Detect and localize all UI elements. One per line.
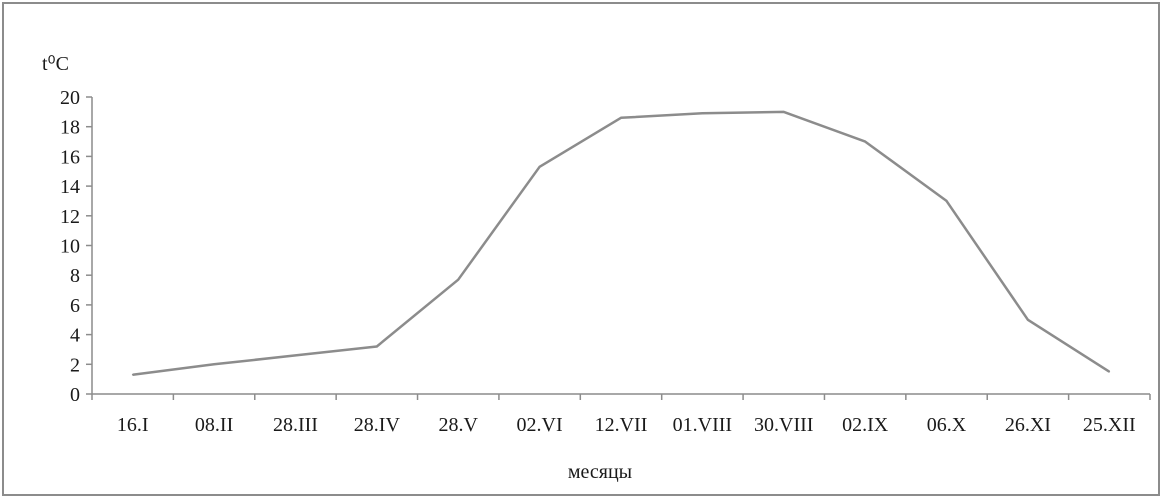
y-tick-label: 6 xyxy=(70,295,80,317)
data-point xyxy=(131,373,134,376)
data-point xyxy=(945,200,948,202)
x-axis: 16.I 08.II 28.III 28.IV 28.V 02.VI 12.VII 01.VI… xyxy=(91,393,1151,436)
x-tick-label: 06.X xyxy=(927,414,967,436)
data-point xyxy=(538,165,541,168)
y-tick-label: 20 xyxy=(60,87,80,109)
data-point xyxy=(376,345,378,348)
y-tick-label: 16 xyxy=(60,146,80,168)
data-point xyxy=(620,116,622,119)
y-tick-label: 12 xyxy=(60,206,80,228)
y-tick-label: 14 xyxy=(60,176,80,198)
series-line xyxy=(132,110,1110,376)
x-tick-label: 28.IV xyxy=(354,414,401,436)
data-point xyxy=(864,140,866,143)
y-axis: 0 2 4 6 8 10 12 14 16 18 20 xyxy=(60,87,93,406)
x-tick-label: 25.XII xyxy=(1083,414,1136,436)
data-point xyxy=(457,278,460,281)
y-tick-label: 18 xyxy=(60,117,80,139)
x-tick-label: 30.VIII xyxy=(754,414,813,436)
data-point xyxy=(701,112,704,115)
data-point xyxy=(294,354,297,357)
data-point xyxy=(782,111,785,113)
data-point xyxy=(213,363,215,366)
y-tick-label: 10 xyxy=(60,236,80,258)
x-tick-label: 28.III xyxy=(273,414,318,436)
x-tick-label: 02.IX xyxy=(842,414,889,436)
x-tick-label: 02.VI xyxy=(517,414,563,436)
data-point xyxy=(1027,318,1029,321)
x-tick-label: 08.II xyxy=(195,414,233,436)
y-tick-label: 4 xyxy=(70,325,80,347)
y-tick-label: 2 xyxy=(70,354,80,376)
y-tick-label: 8 xyxy=(70,265,80,287)
data-point xyxy=(1108,370,1111,373)
y-tick-label: 0 xyxy=(70,384,80,406)
x-tick-label: 28.V xyxy=(439,414,479,436)
series xyxy=(131,110,1111,376)
x-tick-label: 12.VII xyxy=(595,414,648,436)
x-tick-label: 26.XI xyxy=(1005,414,1051,436)
x-tick-label: 01.VIII xyxy=(673,414,732,436)
y-axis-label: t⁰C xyxy=(42,53,69,75)
x-tick-label: 16.I xyxy=(117,414,149,436)
x-axis-label: месяцы xyxy=(568,461,632,483)
